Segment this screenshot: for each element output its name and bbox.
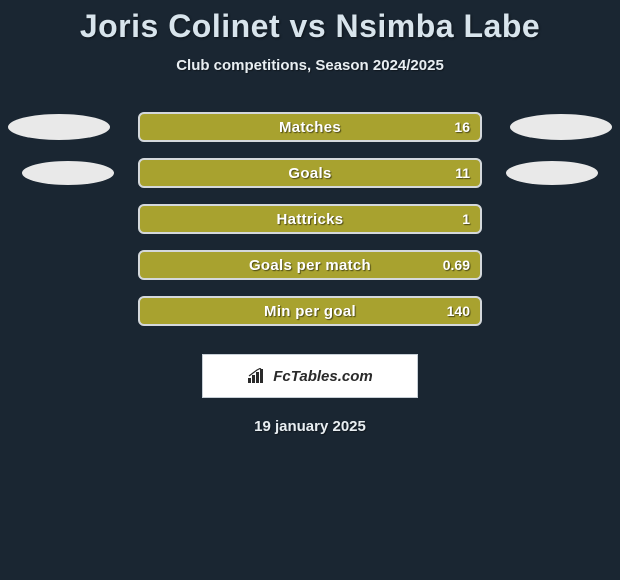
stat-label: Goals per match	[249, 257, 371, 274]
stat-row-goals-per-match: Goals per match 0.69	[0, 242, 620, 288]
player1-oval	[22, 161, 114, 185]
stat-bar: Matches 16	[138, 112, 482, 142]
subtitle: Club competitions, Season 2024/2025	[0, 57, 620, 74]
fctables-logo[interactable]: FcTables.com	[202, 354, 418, 398]
comparison-widget: Joris Colinet vs Nsimba Labe Club compet…	[0, 0, 620, 435]
stat-value: 11	[455, 165, 470, 181]
stat-label: Goals	[288, 165, 331, 182]
stat-bar: Goals per match 0.69	[138, 250, 482, 280]
page-title: Joris Colinet vs Nsimba Labe	[0, 8, 620, 45]
stat-value: 1	[462, 211, 470, 227]
stat-row-min-per-goal: Min per goal 140	[0, 288, 620, 334]
stat-row-matches: Matches 16	[0, 104, 620, 150]
stat-label: Min per goal	[264, 303, 356, 320]
stat-label: Hattricks	[277, 211, 344, 228]
stat-row-hattricks: Hattricks 1	[0, 196, 620, 242]
stat-value: 16	[454, 119, 470, 135]
chart-icon	[247, 368, 267, 384]
stat-bar: Goals 11	[138, 158, 482, 188]
logo-text: FcTables.com	[273, 368, 372, 385]
stat-row-goals: Goals 11	[0, 150, 620, 196]
stat-value: 140	[447, 303, 470, 319]
player1-oval	[8, 114, 110, 140]
stat-value: 0.69	[443, 257, 470, 273]
stat-bar: Hattricks 1	[138, 204, 482, 234]
stats-area: Matches 16 Goals 11 Hattricks 1 Goals pe…	[0, 104, 620, 334]
date-label: 19 january 2025	[0, 418, 620, 435]
stat-bar: Min per goal 140	[138, 296, 482, 326]
player2-oval	[510, 114, 612, 140]
player2-oval	[506, 161, 598, 185]
stat-label: Matches	[279, 119, 341, 136]
